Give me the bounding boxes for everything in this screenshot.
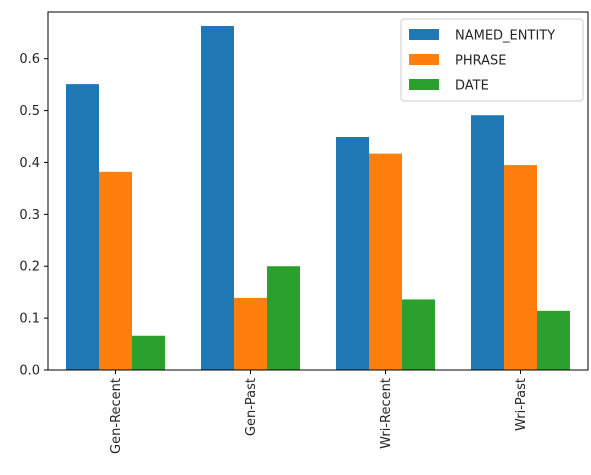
legend-label: NAMED_ENTITY xyxy=(455,29,555,44)
x-tick-label: Gen-Past xyxy=(244,378,259,436)
y-tick-label: 0.5 xyxy=(19,104,40,119)
legend: NAMED_ENTITY PHRASE DATE xyxy=(400,18,584,102)
bar-date-gen-past xyxy=(267,266,300,370)
x-axis: Gen-Recent Gen-Past Wri-Recent Wri-Past xyxy=(109,370,529,454)
bar-phrase-gen-recent xyxy=(99,171,132,370)
y-tick-label: 0.1 xyxy=(19,312,40,327)
bar-date-gen-recent xyxy=(132,335,165,370)
y-tick-label: 0.0 xyxy=(19,364,40,379)
legend-label: PHRASE xyxy=(455,54,506,69)
legend-swatch-phrase xyxy=(409,54,439,65)
bar-named-entity-wri-past xyxy=(471,115,504,370)
bars-group xyxy=(66,26,570,371)
bar-date-wri-past xyxy=(537,310,570,370)
bar-named-entity-wri-recent xyxy=(336,137,369,370)
bar-date-wri-recent xyxy=(402,299,435,370)
legend-box xyxy=(400,18,584,102)
y-tick-label: 0.6 xyxy=(19,52,40,67)
x-tick-label: Wri-Recent xyxy=(379,378,394,449)
legend-swatch-named-entity xyxy=(409,29,439,40)
bar-named-entity-gen-recent xyxy=(66,84,99,371)
x-tick-label: Wri-Past xyxy=(514,378,529,431)
y-tick-label: 0.3 xyxy=(19,208,40,223)
legend-swatch-date xyxy=(409,79,439,90)
plot-frame xyxy=(47,11,589,371)
legend-label: DATE xyxy=(455,79,489,94)
y-tick-label: 0.2 xyxy=(19,260,40,275)
bar-named-entity-gen-past xyxy=(201,26,234,370)
bar-phrase-gen-past xyxy=(234,297,267,370)
x-tick-label: Gen-Recent xyxy=(109,378,124,454)
y-axis: 0.0 0.1 0.2 0.3 0.4 0.5 0.6 xyxy=(19,52,48,379)
bar-phrase-wri-recent xyxy=(369,153,402,370)
bar-phrase-wri-past xyxy=(504,165,537,370)
y-tick-label: 0.4 xyxy=(19,156,40,171)
